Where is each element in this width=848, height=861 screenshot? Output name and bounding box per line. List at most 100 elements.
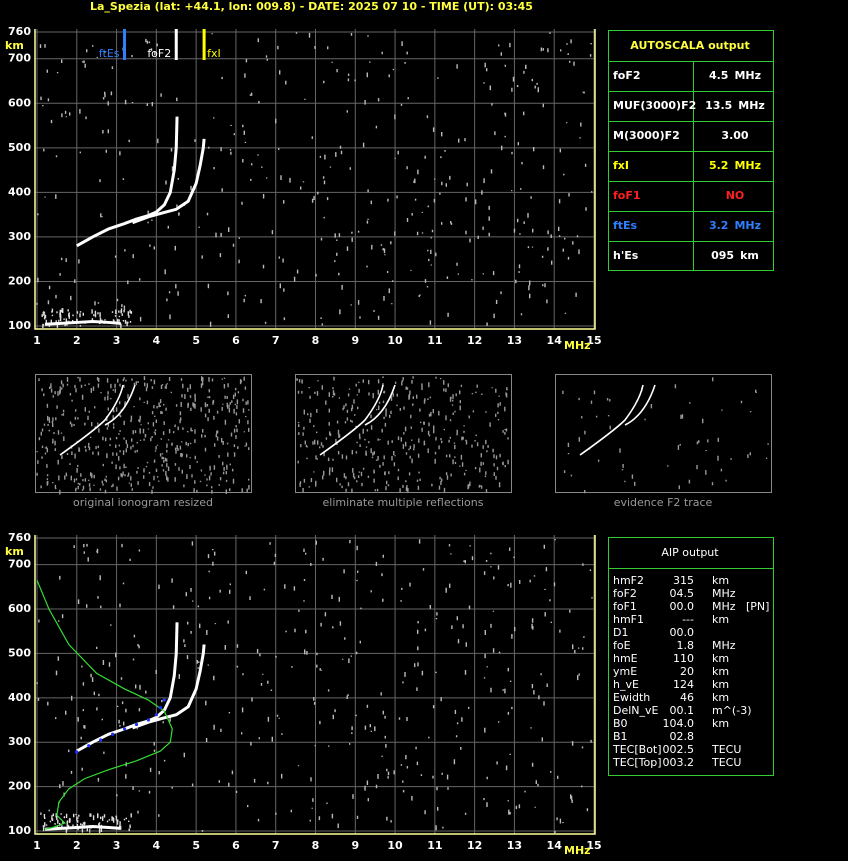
y-unit: km	[5, 545, 24, 558]
trace	[131, 138, 206, 225]
y-tick-label: 400	[8, 691, 31, 704]
x-tick-label: 8	[312, 839, 320, 852]
y-tick-label: 760	[8, 531, 31, 544]
x-tick-label: 11	[427, 839, 442, 852]
x-tick-label: 4	[153, 839, 161, 852]
fit-point	[110, 732, 115, 736]
marker-label: ftEs	[99, 47, 120, 60]
row-name: fxI	[613, 159, 629, 172]
x-tick-label: 12	[467, 839, 482, 852]
x-tick-label: 9	[351, 334, 359, 347]
autoscala-title: AUTOSCALA output	[630, 39, 749, 52]
value: 095	[711, 249, 734, 262]
electron-density-profile	[36, 579, 173, 830]
unit: MHz	[734, 69, 761, 82]
unit: MHz	[738, 99, 765, 112]
y-tick-label: 300	[8, 735, 31, 748]
aip-value: 002.5	[663, 743, 695, 756]
row-value: 13.5 MHz	[705, 99, 765, 112]
y-tick-label: 300	[8, 230, 31, 243]
aip-unit: MHz	[712, 600, 736, 613]
x-tick-label: 5	[192, 334, 200, 347]
x-tick-label: 15	[586, 839, 601, 852]
aip-name: hmE	[613, 652, 638, 665]
y-tick-label: 700	[8, 52, 31, 65]
aip-unit: km	[712, 665, 729, 678]
row-name: ftEs	[613, 219, 638, 232]
x-tick-label: 6	[232, 839, 240, 852]
aip-unit: m^(-3)	[712, 704, 751, 717]
aip-unit: km	[712, 652, 729, 665]
value: 4.5	[709, 69, 729, 82]
aip-name: B1	[613, 730, 628, 743]
row-value: 5.2 MHz	[709, 159, 761, 172]
aip-note: [PN]	[746, 600, 769, 613]
aip-value: 315	[673, 574, 694, 587]
title: La_Spezia (lat: +44.1, lon: 009.8) - DAT…	[90, 0, 533, 13]
aip-name: ymE	[613, 665, 637, 678]
x-tick-label: 3	[113, 839, 121, 852]
y-unit: km	[5, 39, 24, 52]
fit-point	[134, 722, 139, 727]
x-unit: MHz	[564, 844, 591, 857]
y-tick-label: 400	[8, 185, 31, 198]
y-tick-label: 200	[8, 274, 31, 287]
thumbnail-trace	[579, 384, 656, 456]
unit: MHz	[734, 159, 761, 172]
frame	[34, 535, 596, 835]
trace	[44, 825, 121, 831]
value: 3.00	[721, 129, 748, 142]
aip-name: Ewidth	[613, 691, 650, 704]
y-tick-label: 760	[8, 25, 31, 38]
y-tick-label: 500	[8, 646, 31, 659]
y-tick-label: 700	[8, 558, 31, 571]
thumbnail	[555, 374, 772, 493]
row-name: foF2	[613, 69, 641, 82]
row-value: 3.2 MHz	[709, 219, 761, 232]
x-tick-label: 7	[272, 334, 280, 347]
aip-unit: TECU	[711, 756, 741, 769]
aip-unit: MHz	[712, 587, 736, 600]
x-tick-label: 8	[312, 334, 320, 347]
x-tick-label: 3	[113, 334, 121, 347]
aip-value: 20	[680, 665, 694, 678]
x-unit: MHz	[564, 339, 591, 352]
aip-unit: km	[712, 717, 729, 730]
aip-unit: km	[712, 691, 729, 704]
value: 5.2	[709, 159, 729, 172]
value: NO	[726, 189, 745, 202]
value: 13.5	[705, 99, 732, 112]
aip-value: 02.8	[670, 730, 695, 743]
aip-value: 46	[680, 691, 694, 704]
x-tick-label: 13	[507, 839, 522, 852]
x-tick-label: 1	[33, 839, 41, 852]
fit-point	[162, 698, 166, 702]
aip-name: foF1	[613, 600, 637, 613]
aip-unit: MHz	[712, 639, 736, 652]
row-value: 3.00	[721, 129, 748, 142]
x-tick-label: 10	[387, 334, 403, 347]
fit-point	[75, 750, 79, 754]
thumbnail-caption: original ionogram resized	[73, 496, 213, 509]
value: 3.2	[709, 219, 729, 232]
marker-label: foF2	[147, 47, 171, 60]
aip-unit: km	[712, 613, 729, 626]
aip-unit: km	[712, 678, 729, 691]
y-tick-label: 100	[8, 319, 31, 332]
thumbnail-trace	[59, 384, 136, 456]
aip-name: TEC[Top]	[612, 756, 662, 769]
x-tick-label: 1	[33, 334, 41, 347]
row-value: 095 km	[711, 249, 759, 262]
aip-value: 1.8	[677, 639, 695, 652]
row-value: NO	[726, 189, 745, 202]
y-tick-label: 500	[8, 141, 31, 154]
aip-name: hmF1	[613, 613, 644, 626]
trace	[131, 644, 206, 730]
row-name: MUF(3000)F2	[613, 99, 696, 112]
fit-point	[158, 705, 162, 710]
trace	[76, 116, 179, 248]
trace	[76, 622, 179, 753]
aip-value: 04.5	[670, 587, 695, 600]
